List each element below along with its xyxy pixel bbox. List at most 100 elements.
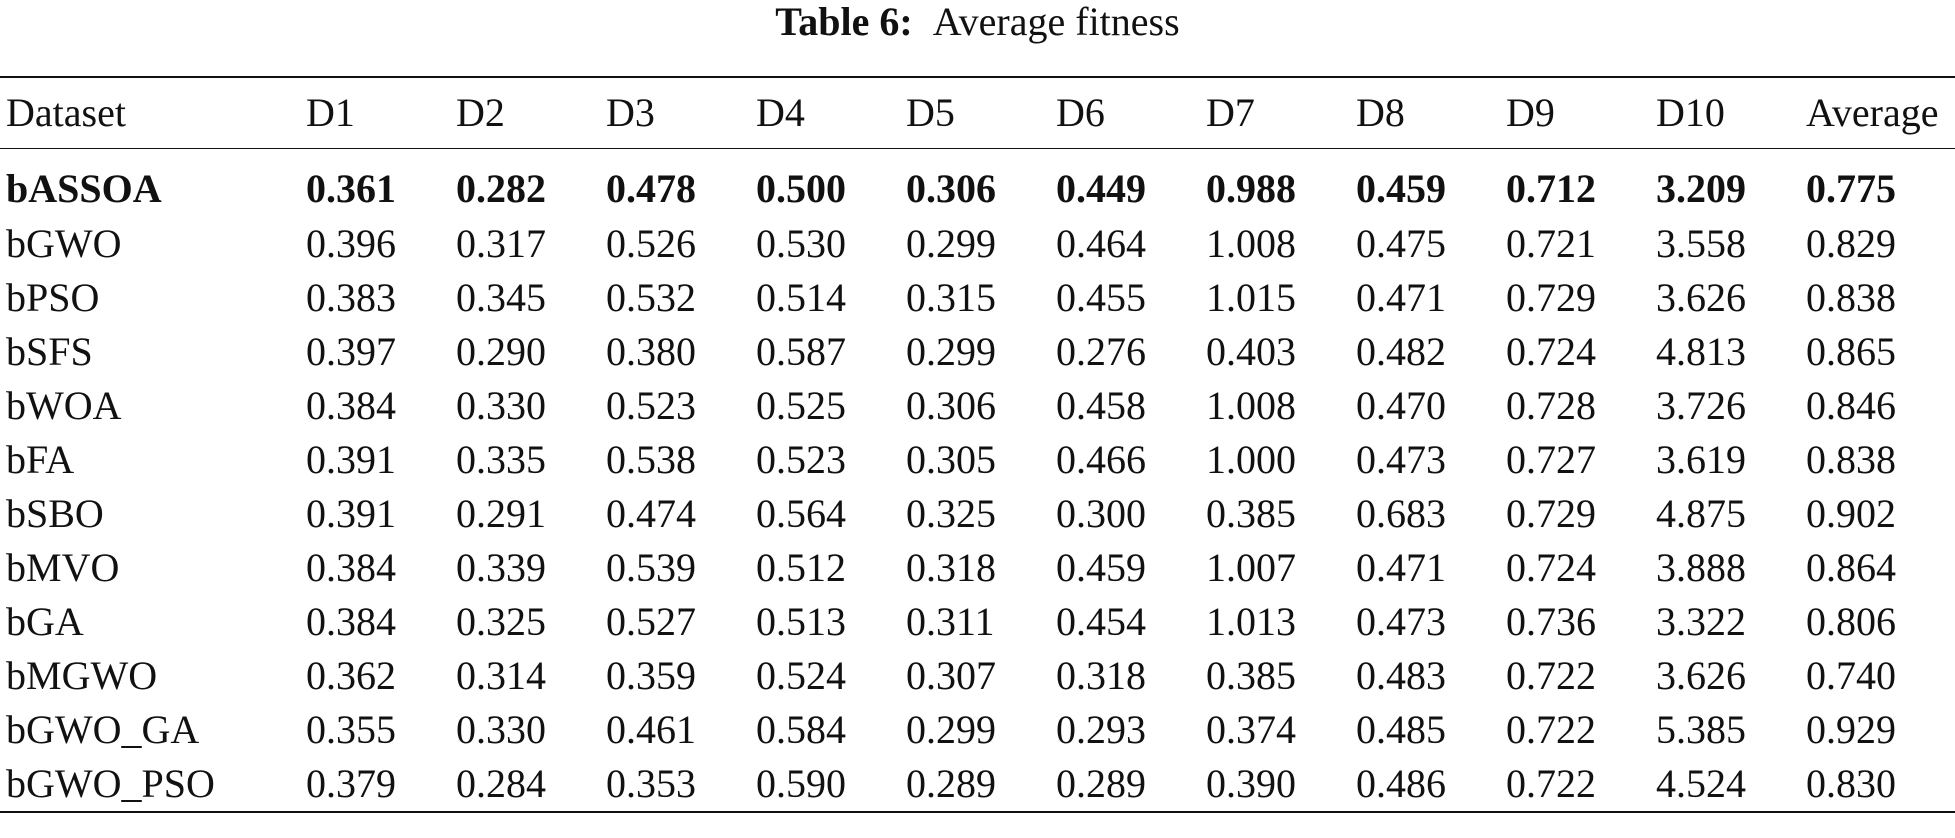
method-name-cell: bGA bbox=[6, 599, 84, 644]
column-header-d1: D1 bbox=[306, 90, 355, 135]
fitness-value-cell: 0.512 bbox=[756, 545, 846, 590]
method-name-cell: bWOA bbox=[6, 383, 122, 428]
fitness-value-cell: 0.482 bbox=[1356, 329, 1446, 374]
fitness-value-cell: 0.523 bbox=[606, 383, 696, 428]
fitness-value-cell: 0.345 bbox=[456, 275, 546, 320]
fitness-value-cell: 3.322 bbox=[1656, 599, 1746, 644]
fitness-value-cell: 0.587 bbox=[756, 329, 846, 374]
fitness-value-cell: 0.390 bbox=[1206, 761, 1296, 806]
fitness-value-cell: 0.359 bbox=[606, 653, 696, 698]
table-row: bPSO 0.383 0.345 0.532 0.514 0.315 0.455 1.015 0… bbox=[0, 271, 1955, 325]
fitness-value-cell: 1.007 bbox=[1206, 545, 1296, 590]
fitness-value-cell: 0.380 bbox=[606, 329, 696, 374]
fitness-value-cell: 4.813 bbox=[1656, 329, 1746, 374]
fitness-value-cell: 0.988 bbox=[1206, 166, 1296, 211]
fitness-value-cell: 0.397 bbox=[306, 329, 396, 374]
fitness-value-cell: 0.383 bbox=[306, 275, 396, 320]
column-header-d2: D2 bbox=[456, 90, 505, 135]
fitness-value-cell: 0.314 bbox=[456, 653, 546, 698]
fitness-value-cell: 0.335 bbox=[456, 437, 546, 482]
table-row: bSFS 0.397 0.290 0.380 0.587 0.299 0.276 0.403 0… bbox=[0, 325, 1955, 379]
fitness-value-cell: 0.584 bbox=[756, 707, 846, 752]
fitness-value-cell: 0.727 bbox=[1506, 437, 1596, 482]
fitness-value-cell: 5.385 bbox=[1656, 707, 1746, 752]
fitness-value-cell: 0.391 bbox=[306, 491, 396, 536]
fitness-value-cell: 0.299 bbox=[906, 707, 996, 752]
fitness-value-cell: 0.293 bbox=[1056, 707, 1146, 752]
fitness-value-cell: 0.276 bbox=[1056, 329, 1146, 374]
fitness-value-cell: 3.619 bbox=[1656, 437, 1746, 482]
fitness-value-cell: 0.306 bbox=[906, 166, 996, 211]
fitness-value-cell: 0.459 bbox=[1356, 166, 1446, 211]
fitness-value-cell: 0.471 bbox=[1356, 545, 1446, 590]
fitness-value-cell: 0.385 bbox=[1206, 653, 1296, 698]
fitness-value-cell: 0.300 bbox=[1056, 491, 1146, 536]
fitness-value-cell: 0.523 bbox=[756, 437, 846, 482]
average-value-cell: 0.775 bbox=[1806, 166, 1896, 211]
fitness-value-cell: 0.396 bbox=[306, 221, 396, 266]
fitness-value-cell: 0.724 bbox=[1506, 329, 1596, 374]
fitness-value-cell: 0.590 bbox=[756, 761, 846, 806]
fitness-value-cell: 0.317 bbox=[456, 221, 546, 266]
fitness-value-cell: 0.362 bbox=[306, 653, 396, 698]
fitness-value-cell: 0.539 bbox=[606, 545, 696, 590]
fitness-value-cell: 0.299 bbox=[906, 221, 996, 266]
average-value-cell: 0.865 bbox=[1806, 329, 1896, 374]
fitness-value-cell: 1.008 bbox=[1206, 383, 1296, 428]
fitness-value-cell: 0.524 bbox=[756, 653, 846, 698]
average-value-cell: 0.929 bbox=[1806, 707, 1896, 752]
fitness-value-cell: 1.013 bbox=[1206, 599, 1296, 644]
fitness-value-cell: 0.525 bbox=[756, 383, 846, 428]
fitness-value-cell: 0.473 bbox=[1356, 599, 1446, 644]
fitness-value-cell: 0.471 bbox=[1356, 275, 1446, 320]
fitness-value-cell: 0.339 bbox=[456, 545, 546, 590]
method-name-cell: bGWO bbox=[6, 221, 122, 266]
fitness-value-cell: 0.305 bbox=[906, 437, 996, 482]
method-name-cell: bMVO bbox=[6, 545, 120, 590]
fitness-value-cell: 3.726 bbox=[1656, 383, 1746, 428]
fitness-value-cell: 0.391 bbox=[306, 437, 396, 482]
fitness-value-cell: 0.486 bbox=[1356, 761, 1446, 806]
average-value-cell: 0.830 bbox=[1806, 761, 1896, 806]
method-name-cell: bMGWO bbox=[6, 653, 158, 698]
fitness-value-cell: 0.483 bbox=[1356, 653, 1446, 698]
fitness-value-cell: 0.500 bbox=[756, 166, 846, 211]
fitness-value-cell: 0.355 bbox=[306, 707, 396, 752]
fitness-value-cell: 0.722 bbox=[1506, 653, 1596, 698]
column-header-dataset: Dataset bbox=[6, 90, 126, 135]
fitness-value-cell: 0.470 bbox=[1356, 383, 1446, 428]
fitness-value-cell: 0.474 bbox=[606, 491, 696, 536]
fitness-value-cell: 0.455 bbox=[1056, 275, 1146, 320]
average-value-cell: 0.740 bbox=[1806, 653, 1896, 698]
fitness-value-cell: 0.318 bbox=[906, 545, 996, 590]
column-header-d3: D3 bbox=[606, 90, 655, 135]
table-caption-text: Average fitness bbox=[932, 0, 1180, 44]
average-value-cell: 0.829 bbox=[1806, 221, 1896, 266]
fitness-value-cell: 0.290 bbox=[456, 329, 546, 374]
fitness-value-cell: 3.558 bbox=[1656, 221, 1746, 266]
fitness-value-cell: 0.403 bbox=[1206, 329, 1296, 374]
table-row: bSBO 0.391 0.291 0.474 0.564 0.325 0.300 0.385 0… bbox=[0, 487, 1955, 541]
fitness-value-cell: 0.284 bbox=[456, 761, 546, 806]
fitness-value-cell: 0.466 bbox=[1056, 437, 1146, 482]
method-name-cell: bGWO_GA bbox=[6, 707, 200, 752]
fitness-value-cell: 0.721 bbox=[1506, 221, 1596, 266]
fitness-value-cell: 0.526 bbox=[606, 221, 696, 266]
fitness-value-cell: 0.315 bbox=[906, 275, 996, 320]
fitness-value-cell: 0.475 bbox=[1356, 221, 1446, 266]
average-value-cell: 0.806 bbox=[1806, 599, 1896, 644]
column-header-d5: D5 bbox=[906, 90, 955, 135]
fitness-value-cell: 0.325 bbox=[906, 491, 996, 536]
fitness-value-cell: 0.361 bbox=[306, 166, 396, 211]
fitness-value-cell: 0.514 bbox=[756, 275, 846, 320]
fitness-value-cell: 0.729 bbox=[1506, 491, 1596, 536]
fitness-value-cell: 0.318 bbox=[1056, 653, 1146, 698]
fitness-value-cell: 0.289 bbox=[1056, 761, 1146, 806]
fitness-value-cell: 0.564 bbox=[756, 491, 846, 536]
fitness-value-cell: 0.454 bbox=[1056, 599, 1146, 644]
fitness-value-cell: 0.330 bbox=[456, 383, 546, 428]
fitness-value-cell: 4.875 bbox=[1656, 491, 1746, 536]
fitness-value-cell: 0.353 bbox=[606, 761, 696, 806]
method-name-cell: bGWO_PSO bbox=[6, 761, 215, 806]
fitness-value-cell: 0.538 bbox=[606, 437, 696, 482]
